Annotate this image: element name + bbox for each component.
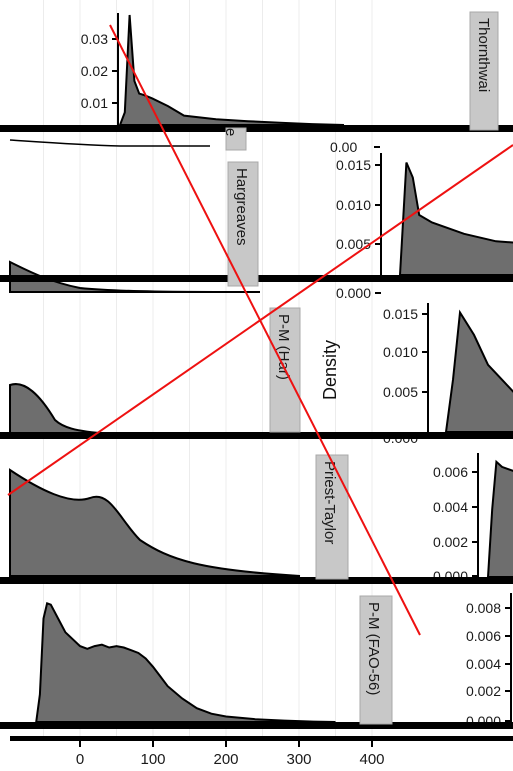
overlay-line-2 [7,144,513,496]
y-tick-label: 0.010 [336,197,371,213]
y-tick-label: 0.008 [466,600,501,616]
panel-baseline [0,432,513,439]
y-tick-label: 0.02 [81,63,108,79]
y-tick-label: 0.015 [336,157,371,173]
density-area-shifted [9,260,261,293]
panel-baseline [0,125,513,132]
facet-strip-label: P-M (FAO-56) [365,602,382,695]
y-axis-title: Density [320,340,340,400]
density-outline-shifted [9,139,210,147]
panel-baseline [0,722,513,729]
x-tick-label: 300 [286,751,311,768]
y-tick-label: 0.005 [383,384,418,400]
y-tick-label: 0.01 [81,95,108,111]
x-tick-label: 0 [76,751,84,768]
facet-strip-label: Thornthwai [475,18,492,92]
y-tick-label: 0.002 [433,534,468,550]
facet-strip-label: Hargreaves [233,168,250,246]
x-axis: 0 100 200 300 400 [10,736,513,768]
strip-layer: Thornthwai Hargreaves P-M (Har) Priest-Tayl… [222,11,499,725]
facet-strip: Priest-Taylor [315,454,349,580]
y-tick-label: 0.00 [330,139,357,155]
x-tick-label: 200 [213,751,238,768]
panel-baseline [0,577,513,584]
facet-strip-box [359,595,393,725]
density-layer [9,14,513,723]
density-area-3 [486,459,513,578]
facet-strip-fragment-label: e [222,128,239,136]
x-tick-label: 100 [140,751,165,768]
overlay-line-1 [109,24,421,636]
density-area-2 [444,309,513,433]
density-area-1 [398,162,513,276]
density-area-0 [118,14,345,126]
y-tick-label: 0.004 [466,656,501,672]
y-axis-label: Density [320,340,340,400]
facet-strip-label: P-M (Har) [275,314,292,380]
y-tick-label: 0.006 [466,628,501,644]
facet-strip-box [469,11,499,131]
y-tick-label: 0.005 [336,236,371,252]
y-tick-label: 0.010 [383,344,418,360]
y-tick-label: 0.03 [81,31,108,47]
y-tick-label: 0.004 [433,499,468,515]
facet-strip-fragment [225,127,247,151]
y-tick-label: 0.002 [466,683,501,699]
y-tick-label: 0.000 [336,285,371,301]
density-area-shifted [9,468,301,577]
overlay-lines [7,24,513,636]
facet-strip: Thornthwai [469,11,499,131]
y-tick-label: 0.006 [433,464,468,480]
facet-strip-box [315,454,349,580]
x-tick-label: 400 [359,751,384,768]
density-area-4 [35,601,336,723]
facet-strip: P-M (FAO-56) [359,595,393,725]
facet-strip-label: Priest-Taylor [321,461,338,544]
x-axis-line [10,736,513,741]
y-tick-label: 0.015 [383,306,418,322]
